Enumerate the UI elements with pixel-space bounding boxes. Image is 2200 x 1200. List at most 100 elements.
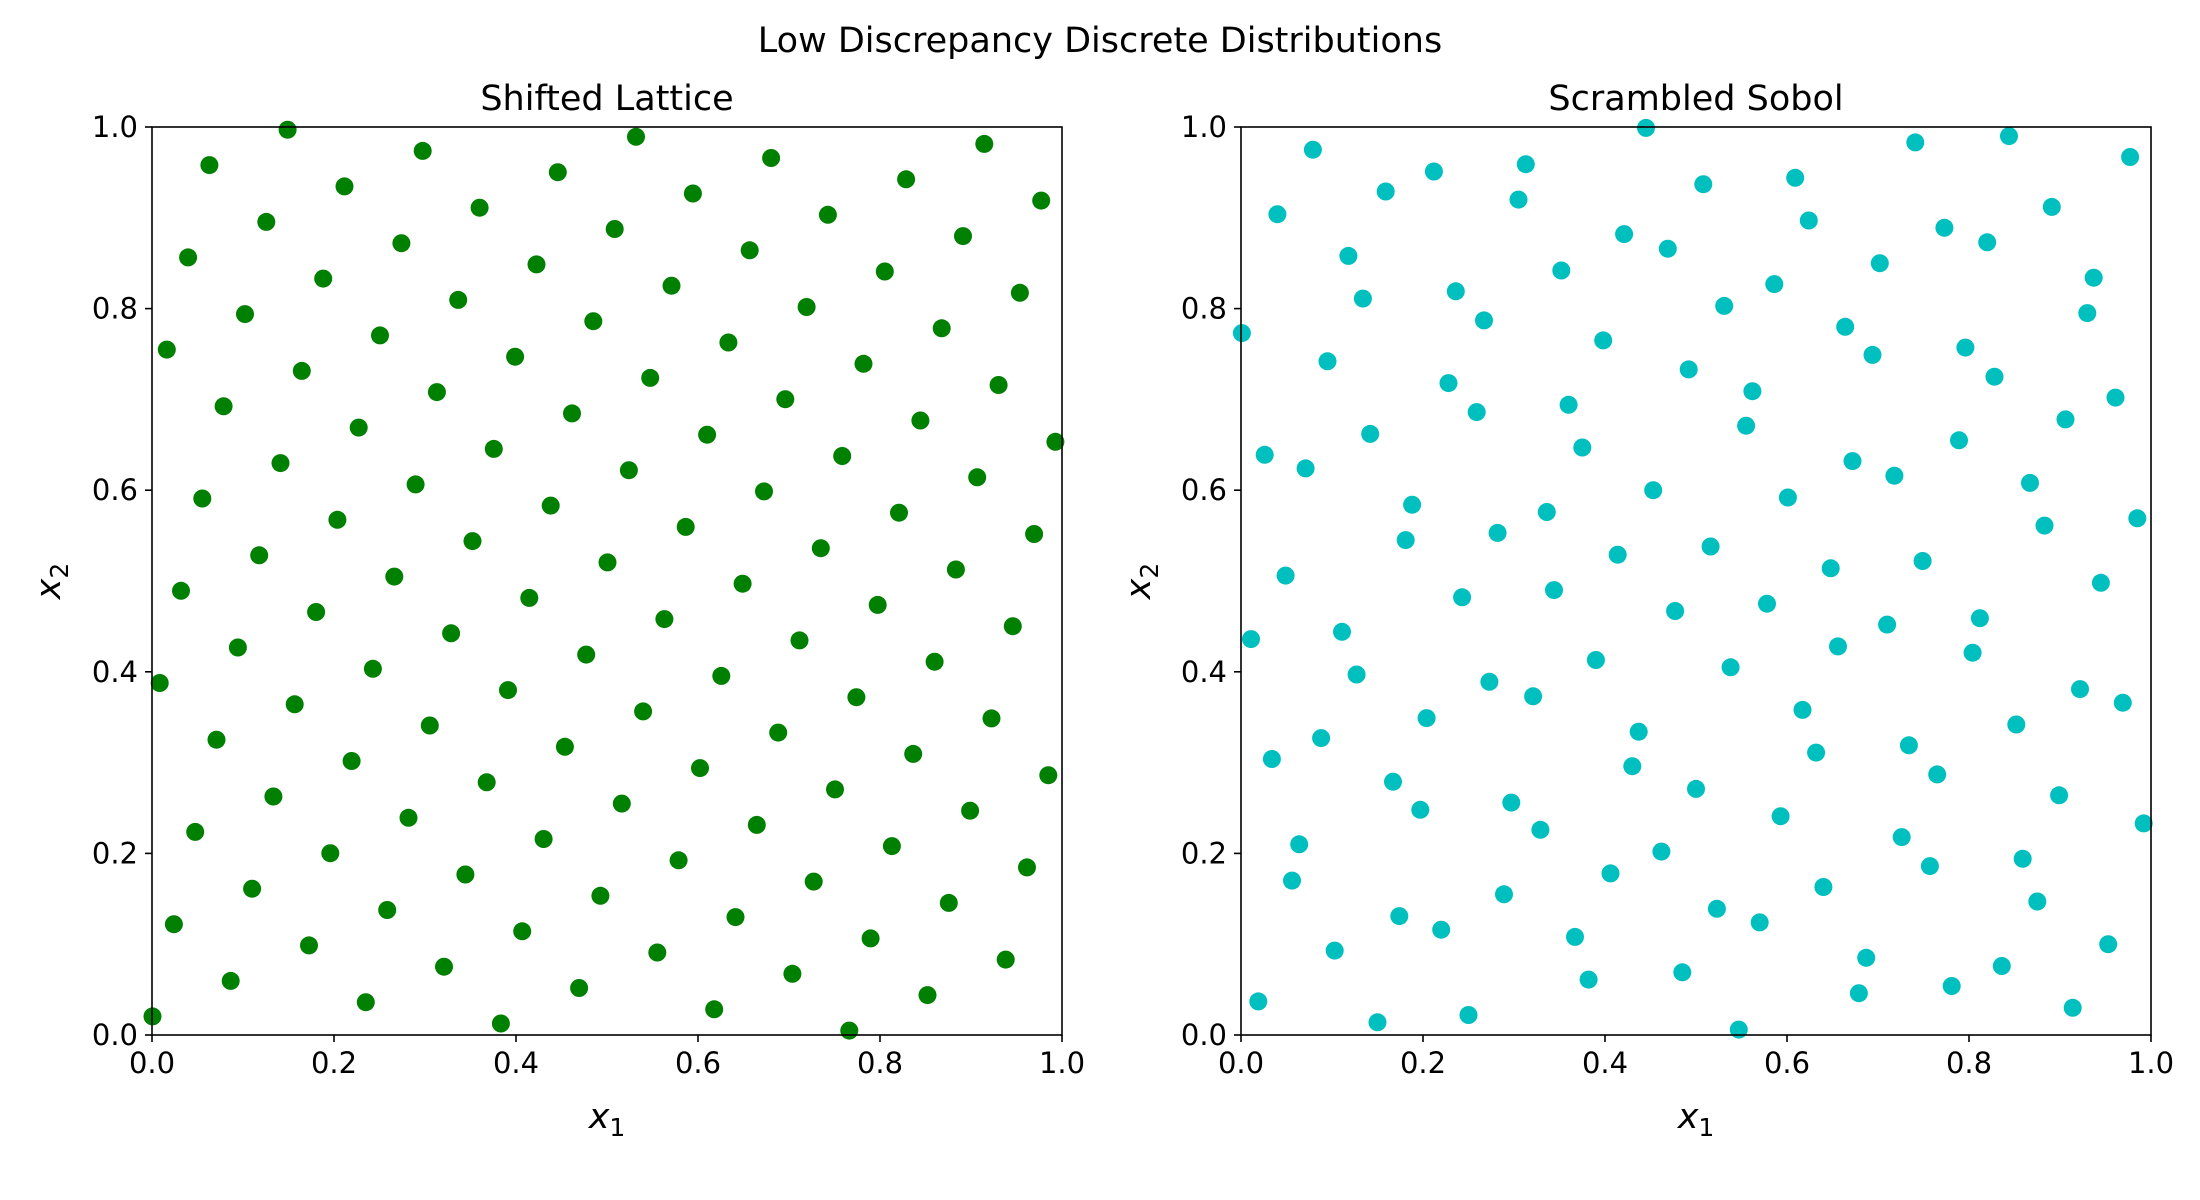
scatter-point xyxy=(875,262,894,281)
scatter-point xyxy=(726,908,745,927)
scatter-point xyxy=(2113,693,2132,712)
scatter-point xyxy=(648,943,667,962)
scatter-point xyxy=(2071,680,2089,699)
scatter-point xyxy=(456,865,475,884)
scatter-point xyxy=(904,744,923,763)
scatter-point xyxy=(1687,779,1705,798)
scatter-point xyxy=(349,418,368,437)
scatter-point xyxy=(1467,403,1486,422)
scatter-point xyxy=(1758,594,1776,613)
y-tick-label: 0.6 xyxy=(92,473,138,507)
scatter-point xyxy=(1765,275,1784,294)
scatter-point xyxy=(442,624,461,643)
y-tick-label: 0.6 xyxy=(1181,473,1227,507)
scatter-point xyxy=(1531,820,1550,839)
scatter-point xyxy=(2063,998,2082,1017)
scatter-point xyxy=(541,496,560,515)
scatter-point xyxy=(513,922,532,941)
scatter-point xyxy=(1793,700,1812,719)
scatter-point xyxy=(1644,481,1663,500)
scatter-point xyxy=(392,234,411,253)
scatter-point xyxy=(1821,559,1840,578)
scatter-point xyxy=(1333,622,1351,641)
scatter-point xyxy=(172,581,190,600)
scatter-point xyxy=(314,269,333,288)
scatter-point xyxy=(292,361,311,380)
scatter-point xyxy=(236,305,254,324)
scatter-point xyxy=(342,752,361,770)
scatter-point xyxy=(1942,977,1961,995)
scatter-point xyxy=(982,709,1001,728)
scatter-point xyxy=(1524,687,1543,706)
scatter-point xyxy=(577,645,596,664)
scatter-point xyxy=(1303,140,1322,159)
scatter-point xyxy=(1843,452,1862,471)
scatter-point xyxy=(1786,168,1805,187)
scatter-point xyxy=(1403,495,1422,514)
scatter-point xyxy=(1985,367,2004,386)
scatter-point xyxy=(1849,984,1868,1003)
scatter-point xyxy=(861,929,880,948)
scatter-point xyxy=(1249,992,1268,1011)
scatter-point xyxy=(555,737,574,756)
scatter-point xyxy=(2007,715,2026,734)
scatter-point xyxy=(356,993,375,1012)
scatter-point xyxy=(1347,665,1366,684)
scatter-point xyxy=(2078,304,2097,323)
scatter-point xyxy=(420,716,439,735)
scatter-point xyxy=(1003,617,1022,636)
scatter-point xyxy=(243,879,262,898)
scatter-point xyxy=(1283,871,1301,890)
scatter-point xyxy=(1488,523,1507,542)
scatter-point xyxy=(783,964,802,983)
scatter-point xyxy=(2021,473,2039,492)
scatter-point xyxy=(1950,431,1968,450)
scatter-point xyxy=(1296,459,1315,478)
scatter-point xyxy=(818,205,837,224)
scatter-point xyxy=(1814,878,1833,896)
scatter-point xyxy=(1255,445,1274,464)
scatter-point xyxy=(826,780,844,799)
scatter-point xyxy=(520,588,539,607)
figure-title: Low Discrepancy Discrete Distributions xyxy=(758,21,1442,61)
scatter-point xyxy=(975,134,994,153)
scatter-point xyxy=(1870,254,1889,273)
x-tick-label: 0.0 xyxy=(1218,1046,1264,1080)
scatter-point xyxy=(1552,261,1571,280)
scatter-point xyxy=(911,411,930,430)
scatter-point xyxy=(2128,509,2147,528)
scatter-point xyxy=(406,475,425,494)
y-axis-ticks: 0.0 0.2 0.4 0.6 0.8 1.0 xyxy=(1181,110,1241,1052)
data-points xyxy=(1232,118,2153,1039)
scatter-point xyxy=(463,532,482,551)
scatter-point xyxy=(804,872,823,891)
scatter-point xyxy=(1652,842,1671,861)
scatter-point xyxy=(1970,609,1989,628)
scatter-point xyxy=(1863,345,1882,364)
scatter-panel-scrambled-sobol: Scrambled Sobol 0.0 0.2 0.4 0.6 0.8 1.0 0.00.… xyxy=(1119,79,2174,1142)
scatter-point xyxy=(1829,637,1847,656)
scatter-point xyxy=(1586,651,1605,669)
scatter-point xyxy=(1658,239,1677,258)
scatter-point xyxy=(1010,283,1029,302)
scatter-point xyxy=(1390,907,1409,926)
scatter-point xyxy=(918,986,937,1005)
x-axis-ticks: 0.0 0.2 0.4 0.6 0.8 1.0 xyxy=(1218,1035,2174,1080)
scatter-point xyxy=(1799,211,1818,230)
scatter-point xyxy=(1495,885,1513,904)
plot-frame xyxy=(1240,126,2152,1036)
scatter-point xyxy=(427,383,446,402)
scatter-point xyxy=(932,319,951,338)
scatter-point xyxy=(563,404,581,423)
scatter-point xyxy=(961,801,980,820)
scatter-point xyxy=(150,674,169,692)
y-tick-label: 0.8 xyxy=(92,292,138,326)
scatter-point xyxy=(989,376,1008,394)
scatter-point xyxy=(1920,857,1939,876)
scatter-point xyxy=(1439,374,1458,393)
scatter-point xyxy=(1836,317,1855,336)
scatter-point xyxy=(641,368,660,387)
scatter-point xyxy=(2042,197,2061,216)
x-tick-label: 0.8 xyxy=(1946,1046,1992,1080)
